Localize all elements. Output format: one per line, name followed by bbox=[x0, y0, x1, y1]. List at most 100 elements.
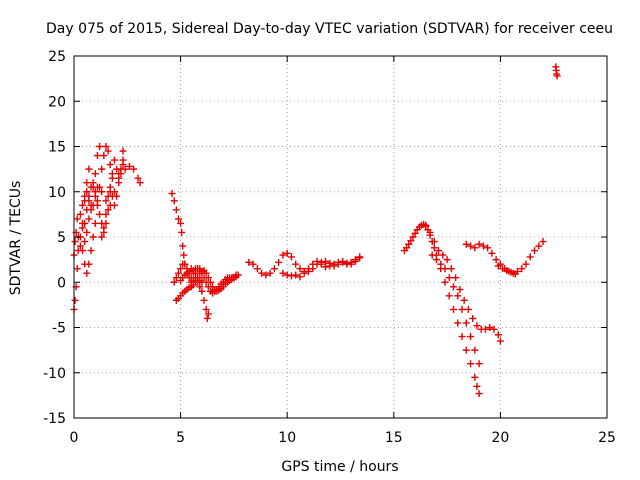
data-point bbox=[102, 143, 110, 150]
y-tick-label: -5 bbox=[52, 321, 66, 337]
data-point bbox=[93, 152, 101, 160]
data-point bbox=[192, 278, 200, 286]
data-point bbox=[91, 188, 99, 196]
data-point bbox=[300, 269, 308, 277]
data-point bbox=[430, 238, 438, 246]
data-point bbox=[426, 228, 434, 236]
data-point bbox=[441, 265, 449, 273]
data-point bbox=[449, 283, 457, 291]
data-point bbox=[437, 260, 445, 268]
data-point bbox=[79, 224, 87, 232]
data-point bbox=[456, 285, 464, 293]
data-point bbox=[479, 242, 487, 250]
data-point bbox=[108, 170, 116, 178]
y-tick-label: 5 bbox=[57, 230, 66, 246]
data-point bbox=[125, 162, 133, 170]
data-point bbox=[356, 254, 364, 262]
data-point bbox=[258, 269, 266, 277]
data-point bbox=[102, 210, 110, 218]
data-point bbox=[202, 305, 210, 313]
data-point bbox=[87, 183, 95, 191]
data-point bbox=[73, 265, 81, 273]
data-point bbox=[170, 197, 178, 205]
series-tracks_15_20h bbox=[400, 220, 504, 398]
data-point bbox=[85, 165, 93, 173]
data-point bbox=[511, 270, 519, 278]
data-point bbox=[196, 283, 204, 291]
x-tick-label: 15 bbox=[385, 430, 403, 446]
data-point bbox=[187, 274, 195, 282]
data-point bbox=[192, 269, 200, 277]
data-point bbox=[204, 310, 212, 318]
data-point bbox=[475, 360, 483, 368]
data-point bbox=[181, 260, 189, 268]
data-point bbox=[439, 251, 447, 259]
data-point bbox=[539, 238, 547, 246]
data-point bbox=[503, 266, 511, 274]
data-point bbox=[460, 296, 468, 304]
data-point bbox=[106, 188, 114, 196]
data-points bbox=[70, 63, 561, 398]
data-point bbox=[454, 292, 462, 300]
series-tracks_18_23h bbox=[462, 63, 561, 278]
x-tick-label: 0 bbox=[70, 430, 79, 446]
series-tracks_4_8h bbox=[168, 190, 242, 322]
data-point bbox=[305, 265, 313, 273]
data-point bbox=[71, 296, 79, 304]
data-point bbox=[313, 257, 321, 265]
data-point bbox=[179, 242, 187, 250]
data-point bbox=[445, 274, 453, 282]
data-point bbox=[170, 278, 178, 286]
data-point bbox=[492, 256, 500, 264]
data-point bbox=[484, 244, 492, 252]
data-point bbox=[104, 206, 112, 214]
data-point bbox=[405, 240, 413, 248]
data-point bbox=[89, 179, 97, 187]
data-point bbox=[275, 258, 283, 266]
data-point bbox=[499, 265, 507, 273]
x-axis-label: GPS time / hours bbox=[281, 459, 398, 475]
data-point bbox=[202, 269, 210, 277]
y-tick-label: 15 bbox=[48, 140, 66, 156]
data-point bbox=[76, 242, 84, 250]
data-point bbox=[432, 256, 440, 264]
data-point bbox=[409, 233, 417, 241]
data-point bbox=[102, 219, 110, 227]
data-point bbox=[262, 271, 270, 279]
data-point bbox=[270, 265, 278, 273]
data-point bbox=[467, 242, 475, 250]
data-point bbox=[91, 219, 99, 227]
series-tracks_0_3h bbox=[70, 143, 144, 313]
data-point bbox=[178, 228, 186, 236]
data-point bbox=[177, 265, 185, 273]
y-tick-label: -10 bbox=[43, 366, 66, 382]
x-tick-label: 10 bbox=[278, 430, 296, 446]
data-point bbox=[111, 156, 119, 164]
data-point bbox=[445, 292, 453, 300]
data-point bbox=[83, 179, 91, 187]
data-point bbox=[490, 325, 498, 333]
data-point bbox=[447, 265, 455, 273]
data-point bbox=[407, 237, 415, 245]
data-point bbox=[507, 268, 515, 276]
data-point bbox=[351, 256, 359, 264]
data-point bbox=[279, 269, 287, 277]
data-point bbox=[245, 258, 253, 266]
data-point bbox=[102, 197, 110, 205]
data-point bbox=[79, 247, 87, 255]
data-point bbox=[81, 219, 89, 227]
data-point bbox=[422, 221, 430, 229]
data-point bbox=[81, 238, 89, 246]
data-point bbox=[85, 215, 93, 223]
series-tracks_8_14h bbox=[245, 249, 364, 281]
data-point bbox=[279, 251, 287, 259]
data-point bbox=[168, 190, 176, 198]
data-point bbox=[309, 260, 317, 268]
data-point bbox=[522, 260, 530, 268]
data-point bbox=[458, 305, 466, 313]
chart-title: Day 075 of 2015, Sidereal Day-to-day VTE… bbox=[46, 21, 613, 37]
data-point bbox=[83, 206, 91, 214]
data-point bbox=[180, 251, 188, 259]
